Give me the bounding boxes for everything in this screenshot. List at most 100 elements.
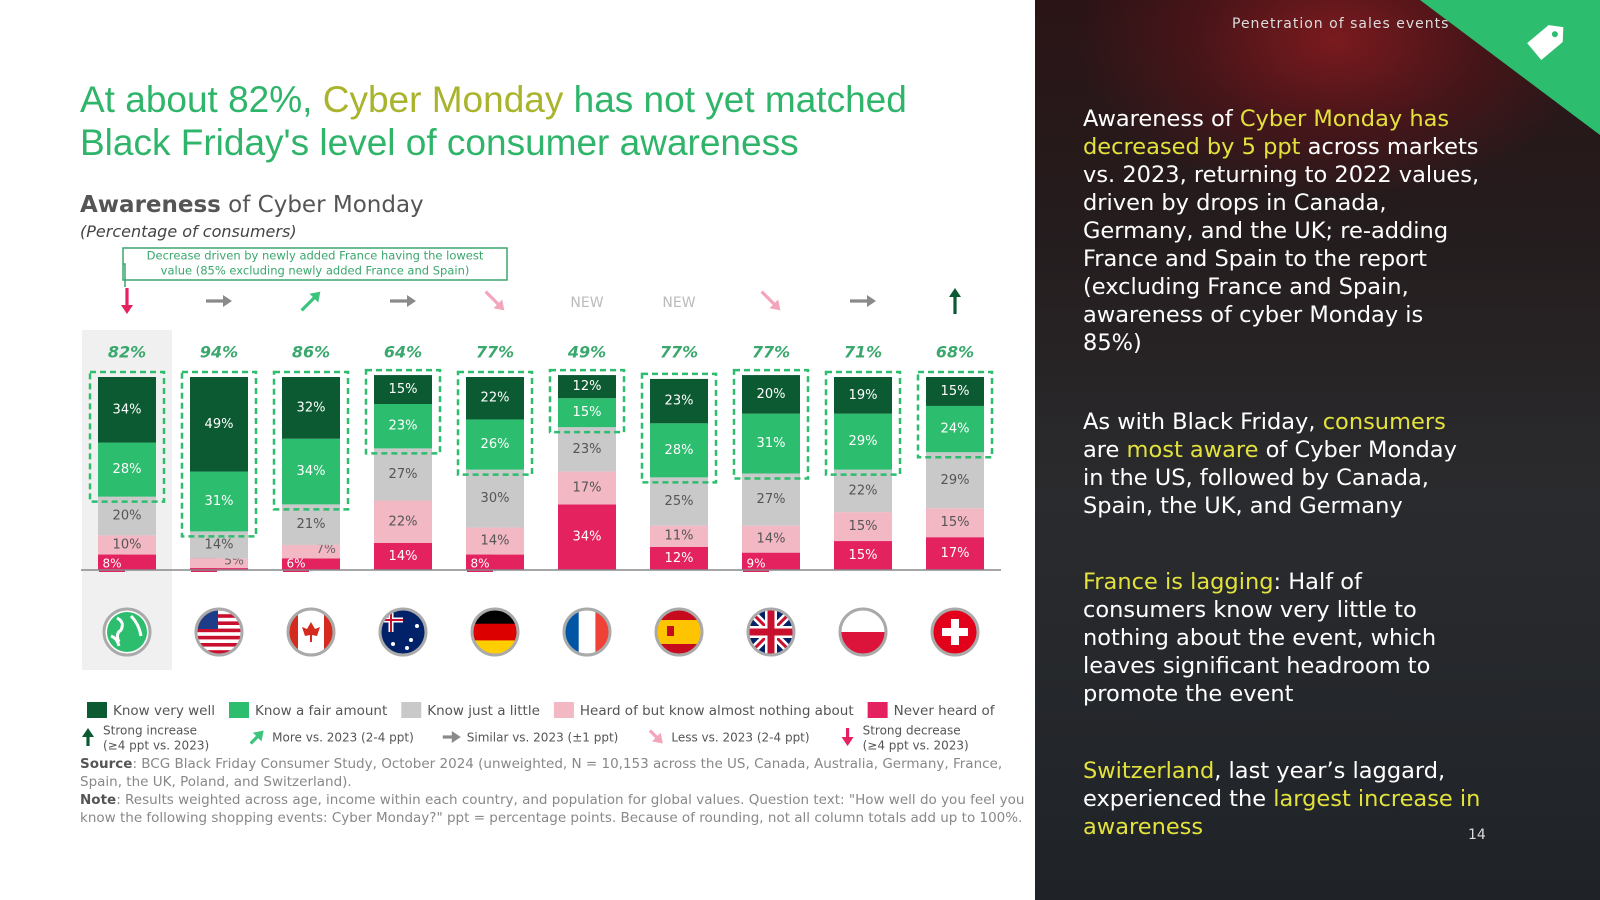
aware-box (640, 372, 718, 484)
flag-icon (562, 607, 612, 657)
f (749, 610, 793, 654)
text-run: most aware (1126, 437, 1259, 463)
arrow-head (407, 295, 416, 307)
segment-label: 19% (849, 388, 878, 403)
segment-label: 29% (941, 473, 970, 488)
bar-segment (466, 419, 524, 470)
flag-ring (286, 607, 336, 657)
bar-segment (834, 377, 892, 414)
segment-label: 34% (573, 530, 602, 545)
segment-label: 30% (481, 491, 510, 506)
arrow-head (769, 299, 781, 311)
text-run: , last year’s laggard, experienced the (1083, 758, 1446, 812)
segment-label-box (467, 554, 493, 572)
bar-segment (374, 404, 432, 449)
text-run: Awareness of (1083, 106, 1240, 132)
text-run: are (1083, 437, 1127, 463)
source-text: : BCG Black Friday Consumer Study, Octob… (80, 756, 1003, 790)
bar-segment (834, 469, 892, 513)
bar-segment (926, 537, 984, 570)
segment-label: 6% (286, 557, 305, 571)
segment-label-box (283, 554, 309, 572)
trend-arrow (760, 290, 781, 311)
segment-label: 15% (573, 405, 602, 420)
bar-segment (98, 377, 156, 443)
f (110, 614, 143, 647)
f (197, 650, 241, 654)
legend-swatch (867, 702, 888, 718)
title-run: At about 82%, (80, 79, 323, 120)
bar-segment (466, 527, 524, 555)
title-run: Cyber Monday (322, 79, 564, 120)
f (657, 620, 701, 644)
segment-label: 34% (297, 464, 326, 479)
arrow-head (841, 737, 854, 746)
bar-segment (650, 423, 708, 478)
legend-label: Know very well (113, 703, 215, 719)
arrow-head (652, 732, 663, 744)
annotation-connector (123, 263, 126, 287)
f (197, 621, 241, 625)
bar-segment (926, 405, 984, 453)
segment-label: 9% (746, 557, 765, 571)
trend-arrow (206, 295, 232, 307)
tag-icon (1527, 25, 1564, 60)
source-label: Source (80, 756, 133, 772)
trend-arrow (82, 728, 94, 746)
flag-icon (746, 607, 796, 657)
corner-badge (1420, 0, 1600, 135)
flag (841, 610, 885, 654)
bar-segment (742, 413, 800, 474)
segment-label: 20% (113, 508, 142, 523)
bar-segment (282, 377, 340, 439)
legend-label: Never heard of (894, 703, 996, 719)
flag-icon (930, 607, 980, 657)
segment-label-box (743, 554, 769, 572)
bar-segment (374, 542, 432, 570)
annotation-text: Decrease driven by newly added France ha… (147, 249, 484, 263)
aware-box (732, 368, 810, 480)
aware-box (88, 370, 166, 503)
trend-arrow (390, 295, 416, 307)
total-label: 94% (200, 343, 238, 362)
flag (105, 610, 149, 654)
bar-segment (190, 471, 248, 532)
segment-label: 29% (849, 434, 878, 449)
legend-label: Heard of but know almost nothing about (580, 703, 854, 719)
f (324, 610, 333, 654)
bar-segment (374, 500, 432, 543)
bar-segment (558, 398, 616, 428)
segment-label: 8% (102, 557, 121, 571)
trend-legend-label: (≥4 ppt vs. 2023) (103, 739, 209, 753)
f (841, 632, 885, 654)
f (409, 638, 413, 642)
total-label: 64% (384, 343, 422, 362)
segment-label: 12% (573, 379, 602, 394)
flag (933, 610, 977, 654)
bar-segment (282, 504, 340, 545)
chart-title: Awareness of Cyber Monday (80, 192, 424, 218)
trend-arrow (300, 291, 321, 312)
segment-label: 15% (849, 519, 878, 534)
f (302, 622, 320, 642)
trend-arrow (648, 729, 663, 744)
segment-label: 22% (389, 514, 418, 529)
aware-box (272, 370, 350, 511)
flag-icon (470, 607, 520, 657)
arrow-head (949, 288, 961, 297)
bar-segment (466, 377, 524, 420)
segment-label: 23% (389, 419, 418, 434)
legend-swatch (401, 702, 422, 718)
total-label: 68% (936, 343, 974, 362)
legend-label: Know a fair amount (255, 703, 387, 719)
bar-segment (190, 377, 248, 472)
flag-ring (838, 607, 888, 657)
chart-subtitle: (Percentage of consumers) (80, 222, 297, 241)
right-panel: Penetration of sales events Awareness of… (1035, 0, 1600, 900)
text-run: largest increase in awareness (1083, 786, 1481, 840)
text-run: of Cyber Monday in the US, followed by C… (1083, 437, 1457, 519)
trend-legend-label: (≥4 ppt vs. 2023) (863, 739, 969, 753)
f (415, 624, 419, 628)
legend-swatch (228, 702, 249, 718)
segment-label: 15% (941, 384, 970, 399)
